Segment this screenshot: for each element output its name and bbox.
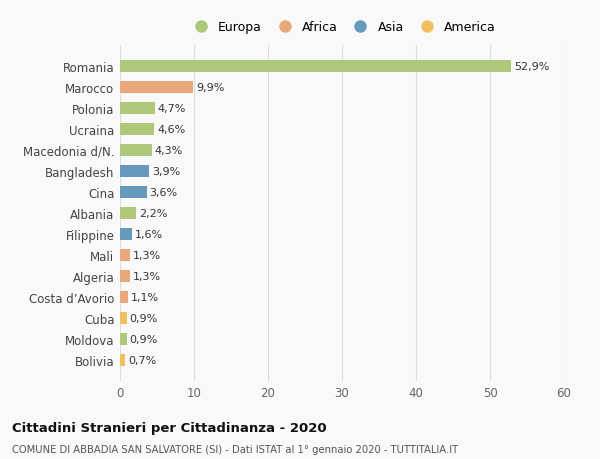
Text: 4,3%: 4,3%: [155, 146, 183, 156]
Bar: [120, 124, 154, 135]
Text: 1,3%: 1,3%: [133, 250, 161, 260]
Bar: [120, 61, 511, 73]
Text: 3,6%: 3,6%: [149, 188, 178, 197]
Bar: [120, 207, 136, 219]
Text: 9,9%: 9,9%: [196, 83, 224, 93]
Bar: [120, 354, 125, 366]
Bar: [120, 229, 132, 240]
Text: 2,2%: 2,2%: [139, 208, 167, 218]
Bar: [120, 103, 155, 114]
Bar: [120, 333, 127, 345]
Text: 0,7%: 0,7%: [128, 355, 157, 365]
Text: 3,9%: 3,9%: [152, 167, 180, 177]
Bar: [120, 145, 152, 157]
Text: 4,6%: 4,6%: [157, 125, 185, 134]
Bar: [120, 187, 146, 198]
Bar: [120, 291, 128, 303]
Text: Cittadini Stranieri per Cittadinanza - 2020: Cittadini Stranieri per Cittadinanza - 2…: [12, 421, 326, 434]
Legend: Europa, Africa, Asia, America: Europa, Africa, Asia, America: [185, 19, 499, 37]
Bar: [120, 313, 127, 324]
Text: 0,9%: 0,9%: [130, 334, 158, 344]
Text: 1,6%: 1,6%: [135, 230, 163, 239]
Bar: [120, 250, 130, 261]
Text: 52,9%: 52,9%: [514, 62, 550, 72]
Text: 0,9%: 0,9%: [130, 313, 158, 323]
Text: COMUNE DI ABBADIA SAN SALVATORE (SI) - Dati ISTAT al 1° gennaio 2020 - TUTTITALI: COMUNE DI ABBADIA SAN SALVATORE (SI) - D…: [12, 444, 458, 454]
Text: 1,3%: 1,3%: [133, 271, 161, 281]
Bar: [120, 82, 193, 94]
Bar: [120, 166, 149, 177]
Bar: [120, 270, 130, 282]
Text: 4,7%: 4,7%: [158, 104, 186, 114]
Text: 1,1%: 1,1%: [131, 292, 159, 302]
